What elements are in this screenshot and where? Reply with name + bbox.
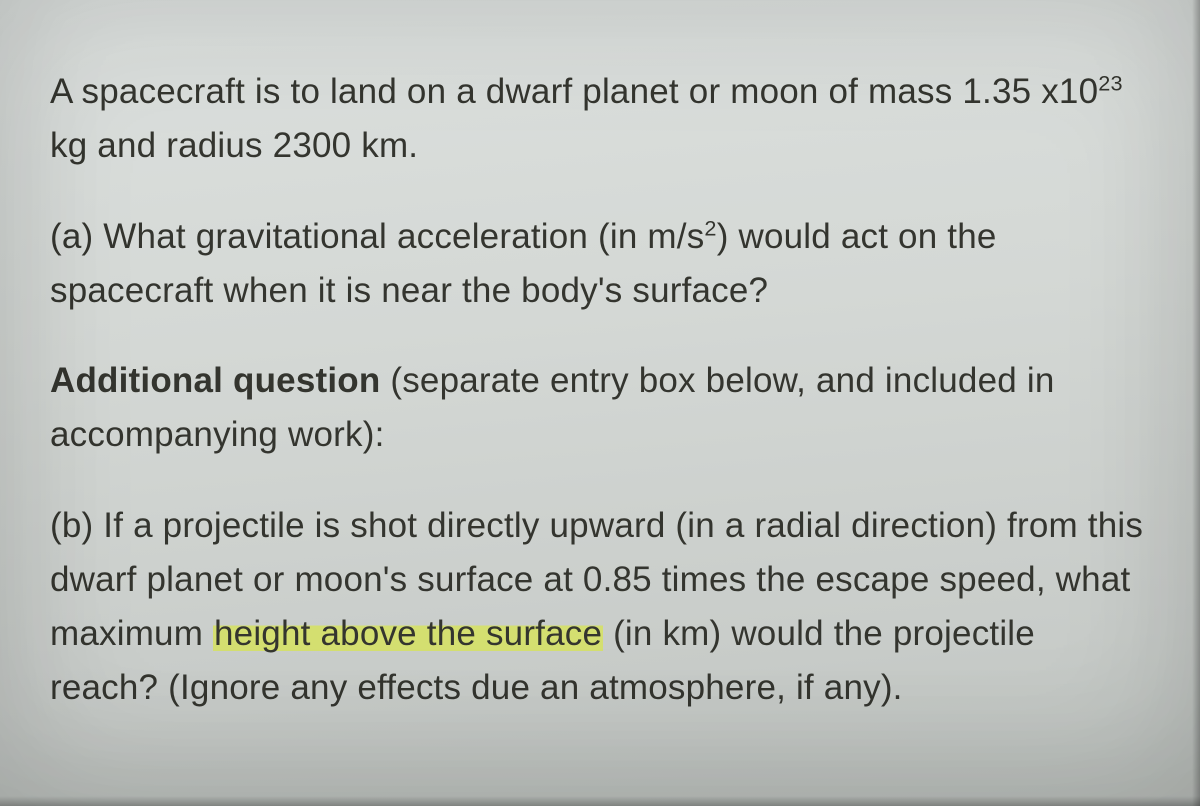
intro-text-post: kg and radius 2300 km. <box>50 126 418 165</box>
intro-text-pre: A spacecraft is to land on a dwarf plane… <box>50 72 1098 111</box>
question-card: A spacecraft is to land on a dwarf plane… <box>0 0 1200 806</box>
intro-paragraph: A spacecraft is to land on a dwarf plane… <box>50 65 1150 174</box>
part-a-paragraph: (a) What gravitational acceleration (in … <box>50 210 1150 319</box>
part-b-paragraph: (b) If a projectile is shot directly upw… <box>50 499 1150 716</box>
part-a-exp: 2 <box>704 215 716 240</box>
part-b-highlight: height above the surface <box>213 614 603 653</box>
additional-heading: Additional question (separate entry box … <box>50 354 1150 463</box>
intro-mass-exponent: 23 <box>1098 70 1123 95</box>
screen-edge-bottom <box>0 796 1200 806</box>
screen-edge-right <box>1192 0 1200 806</box>
part-a-pre: (a) What gravitational acceleration (in … <box>50 217 704 256</box>
additional-bold: Additional question <box>50 361 380 400</box>
